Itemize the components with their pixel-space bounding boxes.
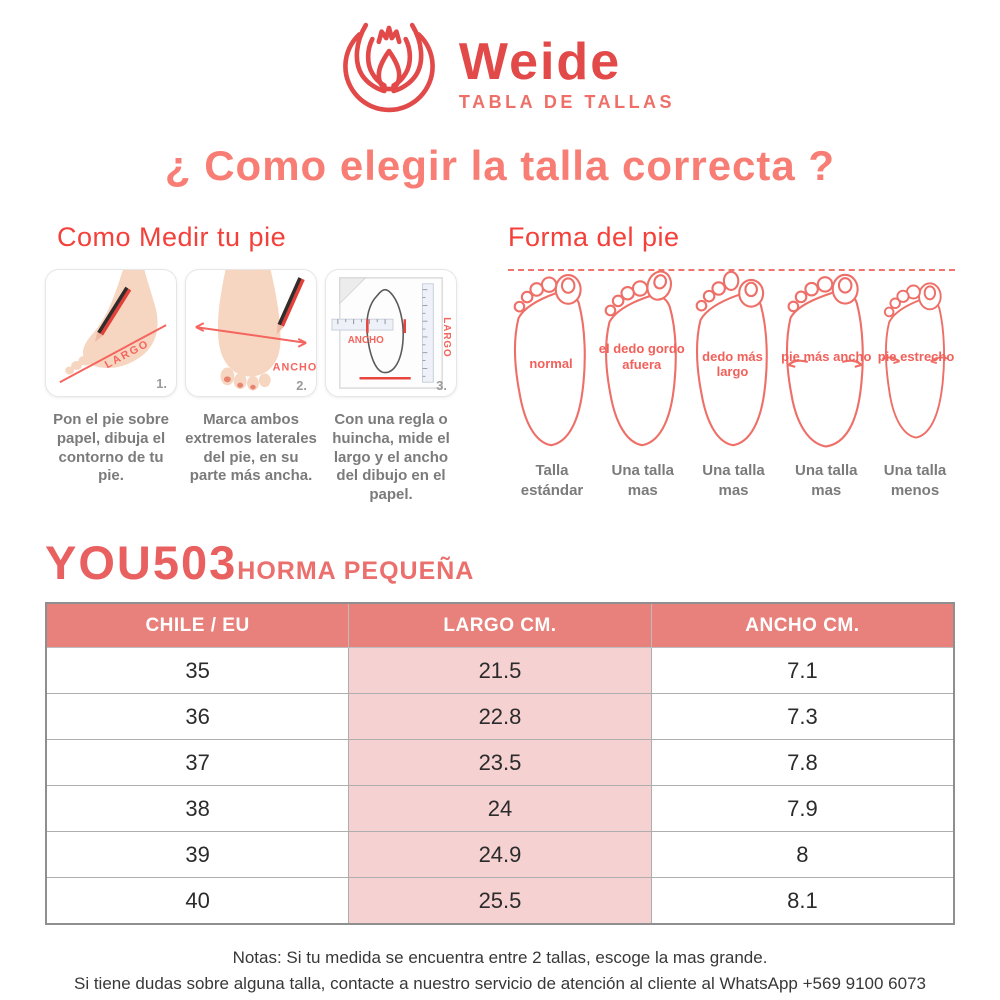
foot-shape-label: pie estrecho xyxy=(877,348,955,364)
step-caption: Pon el pie sobre papel, dibuja el contor… xyxy=(53,411,169,485)
foot-normal: normal xyxy=(508,270,594,457)
content-columns: Como Medir tu pie LARGO 1. xyxy=(0,222,1000,505)
page-title: ¿ Como elegir la talla correcta ? xyxy=(164,142,836,189)
cell-largo: 25.5 xyxy=(348,877,652,925)
table-row: 36 22.8 7.3 xyxy=(45,693,955,741)
cell-size: 40 xyxy=(45,877,350,925)
cell-size: 39 xyxy=(45,831,350,879)
model-fit-label: HORMA PEQUEÑA xyxy=(237,556,475,585)
toe-alignment-dashed-line xyxy=(508,269,955,271)
measure-captions: Pon el pie sobre papel, dibuja el contor… xyxy=(45,411,473,505)
step-number: 2. xyxy=(296,378,307,393)
col-header-largo: LARGO CM. xyxy=(348,602,652,649)
foot-outline-narrow-icon xyxy=(881,282,949,439)
cell-ancho: 7.1 xyxy=(650,647,955,695)
measure-section: Como Medir tu pie LARGO 1. xyxy=(45,222,473,505)
ruler-paper-illustration: ANCHO LARGO 3. xyxy=(331,277,452,393)
note-line-2: Si tiene dudas sobre alguna talla, conta… xyxy=(74,974,926,994)
foot-dedo-mas-largo: dedo más largo xyxy=(690,270,776,457)
foot-outline-long-second-toe-icon xyxy=(695,270,768,447)
shape-heading: Forma del pie xyxy=(508,222,680,252)
size-note: Talla estándar xyxy=(520,462,584,500)
model-line: YOU503 HORMA PEQUEÑA xyxy=(0,535,1000,590)
cell-largo: 23.5 xyxy=(348,739,652,787)
size-note: Una talla menos xyxy=(883,462,947,500)
step-number: 3. xyxy=(436,378,447,393)
table-row: 37 23.5 7.8 xyxy=(45,739,955,787)
cell-largo: 22.8 xyxy=(348,693,652,741)
measure-heading: Como Medir tu pie xyxy=(57,222,287,252)
pencil-icon xyxy=(94,286,132,343)
cell-largo: 21.5 xyxy=(348,647,652,695)
logo-text: Weide TABLA DE TALLAS xyxy=(459,36,675,113)
size-note: Una talla mas xyxy=(794,462,858,500)
model-code: YOU503 xyxy=(45,535,238,589)
outward-arrows-icon xyxy=(788,359,863,368)
table-row: 35 21.5 7.1 xyxy=(45,647,955,695)
step-caption: Marca ambos extremos laterales del pie, … xyxy=(185,411,317,485)
cell-largo: 24.9 xyxy=(348,831,652,879)
size-table: CHILE / EU LARGO CM. ANCHO CM. 35 21.5 7… xyxy=(45,601,955,925)
size-note: Una talla mas xyxy=(611,462,675,500)
foot-tracing-illustration: LARGO 1. xyxy=(59,270,167,391)
measure-step-2-card: ANCHO 2. xyxy=(185,269,317,397)
feet-diagram: normal el dedo gordo afuera xyxy=(508,267,955,457)
foot-width-marking-illustration: ANCHO 2. xyxy=(195,270,316,393)
cell-ancho: 8 xyxy=(650,831,955,879)
cell-size: 35 xyxy=(45,647,350,695)
foot-outline-wide-icon xyxy=(786,273,865,448)
cell-size: 36 xyxy=(45,693,350,741)
brand-subtitle: TABLA DE TALLAS xyxy=(458,91,676,112)
measure-step-1-card: LARGO 1. xyxy=(45,269,177,397)
cell-ancho: 8.1 xyxy=(650,877,955,925)
table-row: 39 24.9 8 xyxy=(45,831,955,879)
foot-outline-normal-icon xyxy=(513,274,586,447)
weide-flower-logo-icon xyxy=(343,22,435,113)
foot-pie-estrecho: pie estrecho xyxy=(877,270,955,457)
foot-outline-big-toe-out-icon xyxy=(604,270,677,447)
cell-size: 38 xyxy=(45,785,350,833)
size-notes-row: Talla estándar Una talla mas Una talla m… xyxy=(508,461,955,502)
pencil-icon xyxy=(276,277,305,335)
step-caption: Con una regla o huincha, mide el largo y… xyxy=(332,411,450,503)
cell-ancho: 7.8 xyxy=(650,739,955,787)
cell-ancho: 7.9 xyxy=(650,785,955,833)
inward-arrows-icon xyxy=(881,356,949,364)
foot-shape-label: normal xyxy=(529,356,573,372)
size-table-header-row: CHILE / EU LARGO CM. ANCHO CM. xyxy=(45,602,955,649)
foot-shape-label: dedo más largo xyxy=(702,348,763,380)
size-note: Una talla mas xyxy=(702,462,765,500)
cell-size: 37 xyxy=(45,739,350,787)
measure-cards: LARGO 1. xyxy=(45,269,473,397)
logo: Weide TABLA DE TALLAS xyxy=(0,0,1000,116)
footer-notes: Notas: Si tu medida se encuentra entre 2… xyxy=(0,945,1000,998)
ancho-annotation: ANCHO xyxy=(348,335,384,346)
col-header-chile-eu: CHILE / EU xyxy=(45,602,350,649)
foot-shape-label: pie más ancho xyxy=(781,348,872,364)
col-header-ancho: ANCHO CM. xyxy=(650,602,955,649)
foot-dedo-gordo-afuera: el dedo gordo afuera xyxy=(599,270,685,457)
table-row: 38 24 7.9 xyxy=(45,785,955,833)
step-number: 1. xyxy=(156,376,167,391)
measure-step-3-card: ANCHO LARGO 3. xyxy=(325,269,457,397)
ancho-annotation: ANCHO xyxy=(273,361,316,373)
foot-pie-mas-ancho: pie más ancho xyxy=(780,270,872,457)
note-line-1: Notas: Si tu medida se encuentra entre 2… xyxy=(232,947,768,967)
foot-shape-label: el dedo gordo afuera xyxy=(598,341,685,372)
cell-largo: 24 xyxy=(348,785,652,833)
cell-ancho: 7.3 xyxy=(650,693,955,741)
brand-name: Weide xyxy=(458,32,622,91)
foot-shape-section: Forma del pie normal xyxy=(508,222,955,505)
table-row: 40 25.5 8.1 xyxy=(45,877,955,925)
largo-annotation: LARGO xyxy=(441,317,452,357)
